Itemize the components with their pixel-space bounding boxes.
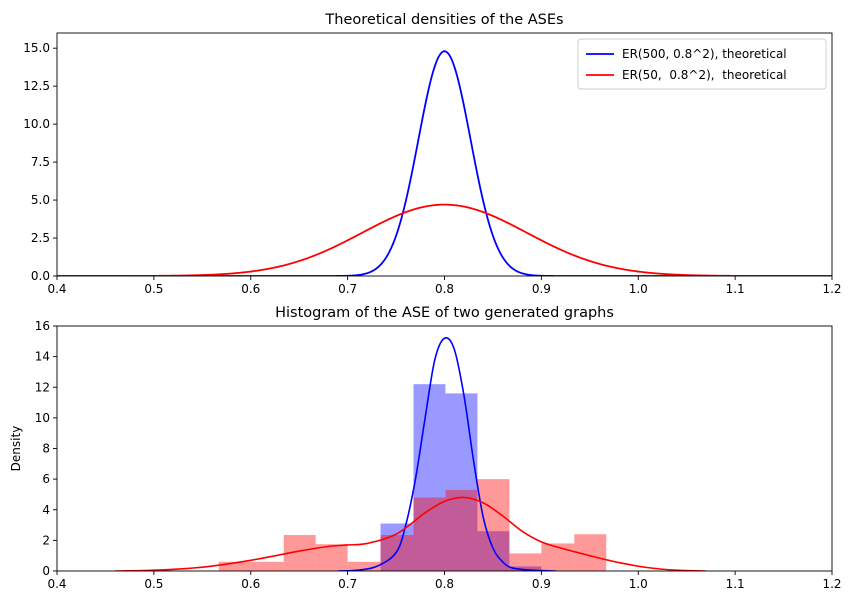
bottom-chart-panel: Histogram of the ASE of two generated gr… (9, 305, 842, 591)
y-tick-label: 0.0 (31, 269, 50, 283)
y-tick-label: 14 (35, 350, 50, 364)
x-tick-label: 0.7 (338, 577, 357, 591)
top-chart-panel: Theoretical densities of the ASEs 0.4 0.5 0… (23, 12, 841, 296)
x-tick-label: 0.5 (144, 577, 163, 591)
y-tick-label: 15.0 (23, 41, 50, 55)
y-tick-label: 0 (42, 564, 50, 578)
histogram-bar-red-0 (218, 561, 251, 571)
x-tick-label: 1.0 (629, 282, 648, 296)
histogram-bar-red-8 (477, 479, 510, 571)
y-axis-label: Density (9, 426, 23, 472)
x-tick-label: 0.5 (144, 282, 163, 296)
histogram-bar-red-5 (380, 535, 414, 571)
x-tick-label: 1.1 (726, 577, 745, 591)
x-tick-label: 1.0 (629, 577, 648, 591)
legend: ER(500, 0.8^2), theoretical ER(50, 0.8^2)… (577, 38, 827, 90)
y-tick-label: 2 (42, 533, 50, 547)
histogram-bar-red-6 (413, 497, 446, 571)
histogram-bar-red-4 (347, 561, 381, 571)
y-tick-label: 12.5 (23, 79, 50, 93)
kde-line-blue (337, 337, 556, 571)
y-tick-label: 7.5 (31, 155, 50, 169)
density-line-1 (57, 203, 832, 276)
legend-box (577, 38, 827, 90)
y-tick-label: 12 (35, 380, 50, 394)
x-tick-label: 1.2 (822, 282, 841, 296)
y-tick-label: 10.0 (23, 117, 50, 131)
y-tick-label: 10 (35, 411, 50, 425)
y-tick-label: 16 (35, 319, 50, 333)
y-tick-label: 8 (42, 442, 50, 456)
histogram-bar-red-3 (315, 544, 348, 571)
plot-area (57, 50, 832, 276)
x-tick-label: 0.6 (241, 282, 260, 296)
x-tick-label: 1.2 (822, 577, 841, 591)
histogram-bar-red-7 (445, 489, 478, 571)
chart-title: Theoretical densities of the ASEs (324, 12, 563, 28)
histogram-bar-red-9 (509, 553, 542, 571)
chart-title: Histogram of the ASE of two generated gr… (275, 305, 614, 321)
plot-area (115, 337, 707, 571)
y-tick-label: 2.5 (31, 231, 50, 245)
x-tick-label: 0.7 (338, 282, 357, 296)
histogram-bar-blue-3 (477, 531, 510, 571)
histogram-bar-blue-1 (413, 384, 446, 571)
legend-label-0: ER(500, 0.8^2), theoretical (622, 47, 787, 61)
y-tick-label: 6 (42, 472, 50, 486)
x-tick-label: 0.8 (435, 282, 454, 296)
x-tick-label: 0.4 (47, 282, 66, 296)
legend-label-1: ER(50, 0.8^2), theoretical (622, 68, 787, 82)
y-tick-label: 5.0 (31, 193, 50, 207)
kde-line-red (115, 496, 707, 571)
x-tick-label: 0.9 (532, 577, 551, 591)
histogram-bar-blue-4 (509, 566, 542, 571)
histogram-bar-blue-0 (380, 523, 414, 571)
histogram-bar-red-1 (250, 561, 284, 571)
x-tick-label: 0.6 (241, 577, 260, 591)
density-line-0 (57, 50, 832, 276)
x-tick-label: 1.1 (726, 282, 745, 296)
y-tick-label: 4 (42, 503, 50, 517)
x-tick-label: 0.8 (435, 577, 454, 591)
x-tick-label: 0.9 (532, 282, 551, 296)
x-tick-label: 0.4 (47, 577, 66, 591)
histogram-bar-blue-2 (445, 393, 478, 571)
